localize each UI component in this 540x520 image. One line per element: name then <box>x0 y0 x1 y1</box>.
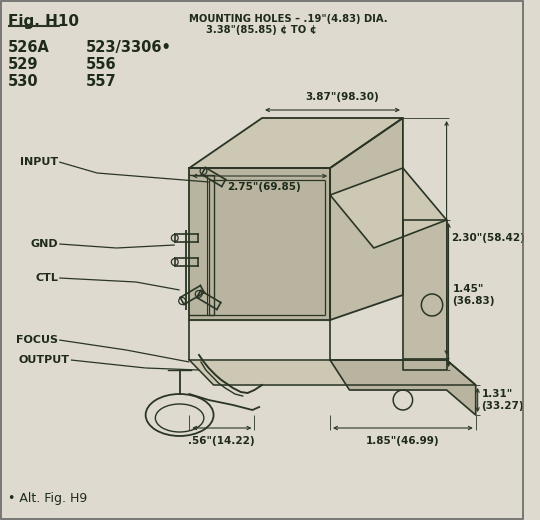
Text: 529: 529 <box>8 57 38 72</box>
Text: 557: 557 <box>85 74 116 89</box>
Text: INPUT: INPUT <box>20 157 58 167</box>
Text: Fig. H10: Fig. H10 <box>8 14 79 29</box>
Text: FOCUS: FOCUS <box>16 335 58 345</box>
Text: 526A: 526A <box>8 40 50 55</box>
Text: 1.31"
(33.27): 1.31" (33.27) <box>482 389 524 411</box>
Polygon shape <box>330 360 476 415</box>
Text: 530: 530 <box>8 74 38 89</box>
Polygon shape <box>330 118 403 320</box>
Text: 1.85"(46.99): 1.85"(46.99) <box>366 436 440 446</box>
Polygon shape <box>190 360 476 385</box>
Text: GND: GND <box>31 239 58 249</box>
Text: 523/3306•: 523/3306• <box>85 40 171 55</box>
Text: 3.87"(98.30): 3.87"(98.30) <box>305 92 379 102</box>
Polygon shape <box>190 118 403 168</box>
Text: 1.45"
(36.83): 1.45" (36.83) <box>453 284 495 306</box>
Text: 556: 556 <box>85 57 116 72</box>
Text: MOUNTING HOLES – .19"(4.83) DIA.: MOUNTING HOLES – .19"(4.83) DIA. <box>190 14 388 24</box>
Polygon shape <box>190 168 330 320</box>
Text: CTL: CTL <box>36 273 58 283</box>
Text: 2.30"(58.42): 2.30"(58.42) <box>451 233 525 243</box>
Text: • Alt. Fig. H9: • Alt. Fig. H9 <box>8 492 87 505</box>
Text: .56"(14.22): .56"(14.22) <box>188 436 255 446</box>
Polygon shape <box>330 168 447 248</box>
Text: 2.75"(69.85): 2.75"(69.85) <box>227 182 301 192</box>
Text: 3.38"(85.85) ¢ TO ¢: 3.38"(85.85) ¢ TO ¢ <box>206 25 316 35</box>
Polygon shape <box>403 220 447 370</box>
Text: OUTPUT: OUTPUT <box>19 355 70 365</box>
